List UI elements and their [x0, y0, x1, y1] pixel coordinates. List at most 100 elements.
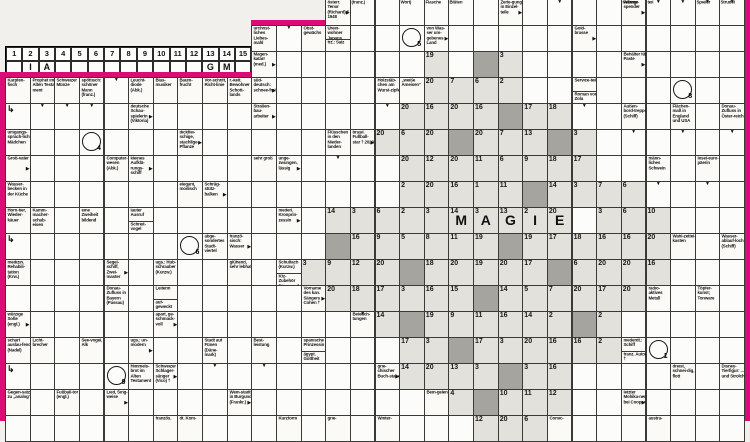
code-number-cell[interactable]: 20	[522, 337, 548, 364]
answer-cell[interactable]	[497, 25, 524, 52]
answer-cell[interactable]	[300, 233, 327, 260]
answer-cell[interactable]	[620, 415, 647, 442]
code-number-cell[interactable]: 2	[399, 207, 425, 234]
answer-cell[interactable]	[349, 77, 376, 104]
code-number-cell[interactable]: 16	[448, 181, 474, 208]
answer-cell[interactable]	[251, 389, 277, 416]
answer-cell[interactable]	[374, 25, 401, 52]
answer-cell[interactable]	[300, 129, 327, 156]
answer-cell[interactable]	[522, 77, 548, 104]
answer-cell[interactable]	[152, 103, 179, 130]
answer-cell[interactable]: ▼	[645, 181, 672, 208]
code-number-cell[interactable]: 6	[571, 259, 598, 286]
answer-cell[interactable]	[300, 77, 327, 104]
answer-cell[interactable]	[325, 337, 351, 364]
answer-cell[interactable]	[596, 51, 622, 78]
answer-cell[interactable]	[399, 389, 425, 416]
code-number-cell[interactable]: 18	[546, 103, 573, 130]
answer-cell[interactable]	[29, 363, 56, 390]
code-number-cell[interactable]: 16	[473, 103, 499, 130]
code-number-cell[interactable]: 12	[423, 155, 450, 182]
code-number-cell[interactable]: 4	[448, 389, 474, 416]
code-number-cell[interactable]: 20	[423, 129, 450, 156]
answer-cell[interactable]	[423, 415, 450, 442]
answer-cell[interactable]	[78, 415, 105, 442]
code-number-cell[interactable]: 3	[497, 337, 524, 364]
answer-cell[interactable]	[276, 103, 302, 130]
answer-cell[interactable]	[152, 155, 179, 182]
answer-cell[interactable]: ↳	[5, 103, 31, 130]
answer-cell[interactable]: ▼	[29, 103, 56, 130]
answer-cell[interactable]	[349, 51, 376, 78]
code-number-cell[interactable]: 20	[399, 155, 425, 182]
answer-cell[interactable]	[251, 259, 277, 286]
answer-cell[interactable]	[596, 103, 622, 130]
answer-cell[interactable]	[694, 103, 721, 130]
code-number-cell[interactable]: 3	[349, 207, 376, 234]
answer-cell[interactable]	[251, 415, 277, 442]
answer-cell[interactable]	[645, 51, 672, 78]
answer-cell[interactable]	[571, 207, 598, 234]
answer-cell[interactable]	[325, 77, 351, 104]
answer-cell[interactable]	[54, 207, 80, 234]
answer-cell[interactable]	[128, 181, 154, 208]
answer-cell[interactable]	[29, 155, 56, 182]
answer-cell[interactable]	[251, 181, 277, 208]
answer-cell[interactable]: ▼	[103, 77, 130, 104]
answer-cell[interactable]	[29, 389, 56, 416]
answer-cell[interactable]	[522, 0, 548, 26]
answer-cell[interactable]	[645, 129, 672, 156]
answer-cell[interactable]	[719, 311, 745, 338]
code-number-cell[interactable]: 11	[522, 389, 548, 416]
code-number-cell[interactable]: 6	[473, 77, 499, 104]
answer-cell[interactable]	[226, 207, 253, 234]
answer-cell[interactable]	[152, 129, 179, 156]
circled-hint-cell[interactable]: 4	[78, 129, 105, 156]
answer-cell[interactable]	[29, 233, 56, 260]
code-number-cell[interactable]: 17	[571, 155, 598, 182]
answer-cell[interactable]	[719, 415, 745, 442]
answer-cell[interactable]	[152, 389, 179, 416]
answer-cell[interactable]	[374, 155, 401, 182]
answer-cell[interactable]	[374, 51, 401, 78]
answer-cell[interactable]	[128, 415, 154, 442]
answer-cell[interactable]	[620, 311, 647, 338]
answer-cell[interactable]	[54, 363, 80, 390]
answer-cell[interactable]	[78, 233, 105, 260]
code-number-cell[interactable]: 14	[325, 207, 351, 234]
code-number-cell[interactable]: 2	[596, 337, 622, 364]
answer-cell[interactable]	[546, 51, 573, 78]
answer-cell[interactable]	[177, 363, 203, 390]
code-number-cell[interactable]: 20	[448, 103, 474, 130]
answer-cell[interactable]	[719, 155, 745, 182]
answer-cell[interactable]	[78, 389, 105, 416]
code-number-cell[interactable]: 14	[374, 311, 401, 338]
answer-cell[interactable]	[202, 415, 228, 442]
answer-cell[interactable]	[276, 363, 302, 390]
answer-cell[interactable]: ▼	[251, 363, 277, 390]
answer-cell[interactable]	[300, 181, 327, 208]
answer-cell[interactable]	[5, 285, 31, 312]
answer-cell[interactable]	[670, 155, 696, 182]
answer-cell[interactable]	[54, 285, 80, 312]
answer-cell[interactable]	[103, 129, 130, 156]
answer-cell[interactable]	[202, 207, 228, 234]
answer-cell[interactable]	[670, 259, 696, 286]
answer-cell[interactable]	[694, 363, 721, 390]
code-number-cell[interactable]: 9	[374, 233, 401, 260]
code-number-cell[interactable]: 16	[546, 363, 573, 390]
answer-cell[interactable]	[202, 155, 228, 182]
answer-cell[interactable]	[5, 415, 31, 442]
answer-cell[interactable]	[571, 389, 598, 416]
code-number-cell[interactable]: 19	[522, 233, 548, 260]
answer-cell[interactable]	[719, 51, 745, 78]
answer-cell[interactable]	[670, 285, 696, 312]
answer-cell[interactable]	[300, 103, 327, 130]
answer-cell[interactable]	[694, 77, 721, 104]
answer-cell[interactable]: ▼	[670, 129, 696, 156]
answer-cell[interactable]	[645, 103, 672, 130]
code-number-cell[interactable]: 16	[546, 337, 573, 364]
answer-cell[interactable]	[719, 207, 745, 234]
code-number-cell[interactable]: 20	[473, 129, 499, 156]
code-number-cell[interactable]: 5	[522, 285, 548, 312]
